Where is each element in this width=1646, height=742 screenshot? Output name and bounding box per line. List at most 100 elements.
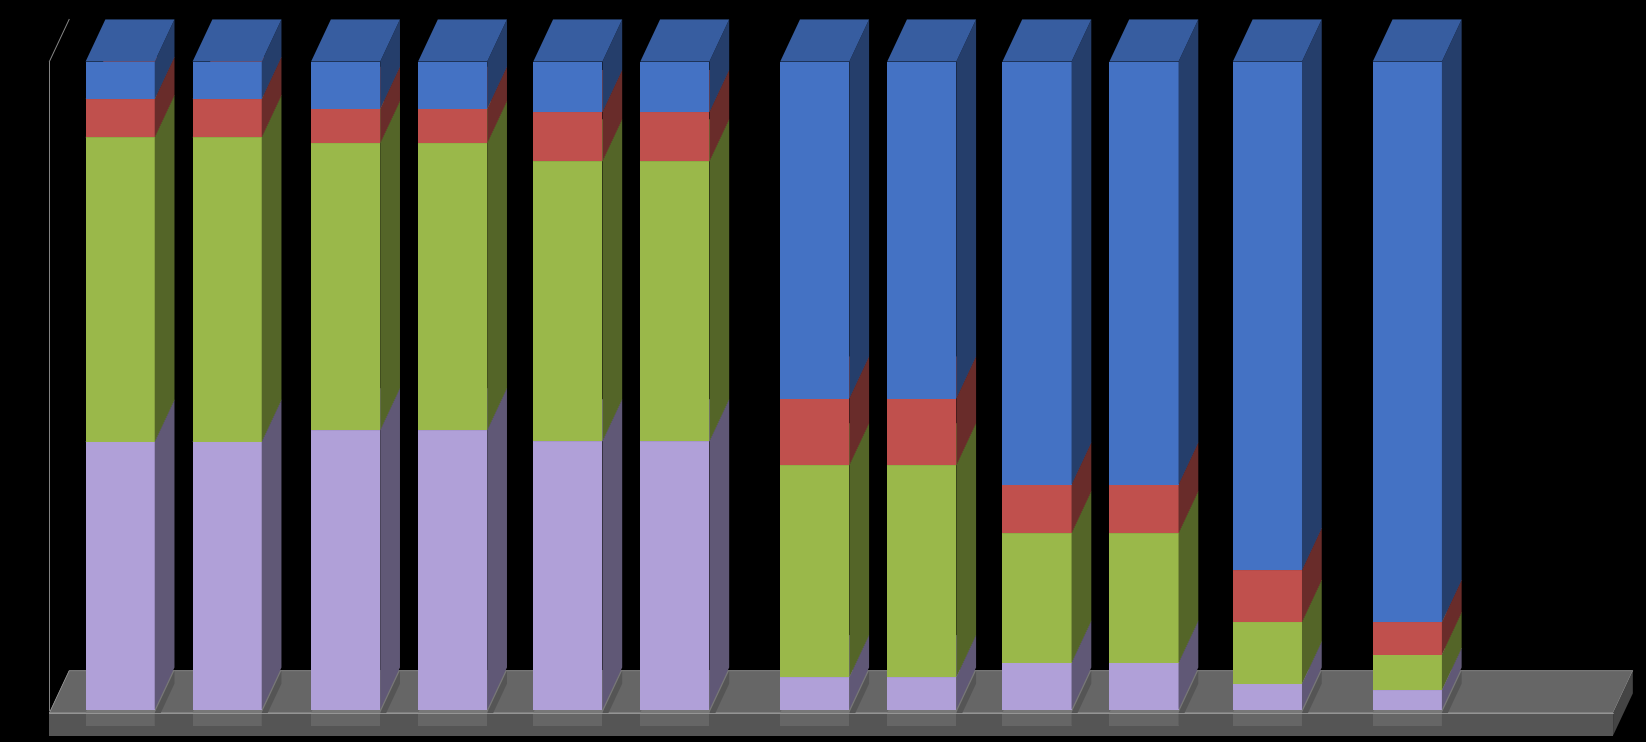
- Polygon shape: [1179, 443, 1198, 533]
- Polygon shape: [380, 388, 400, 709]
- Bar: [1373, 622, 1442, 654]
- Polygon shape: [1442, 671, 1462, 726]
- Polygon shape: [262, 95, 281, 442]
- Bar: [1373, 690, 1442, 709]
- Polygon shape: [1002, 671, 1091, 713]
- Bar: [311, 109, 380, 143]
- Polygon shape: [533, 70, 622, 112]
- Bar: [86, 442, 155, 709]
- Bar: [1002, 62, 1072, 485]
- Polygon shape: [533, 671, 622, 713]
- Polygon shape: [640, 70, 729, 112]
- Bar: [193, 99, 262, 137]
- Polygon shape: [887, 19, 976, 62]
- Polygon shape: [956, 423, 976, 677]
- Polygon shape: [780, 671, 869, 713]
- Polygon shape: [193, 671, 281, 713]
- Polygon shape: [602, 399, 622, 709]
- Polygon shape: [380, 67, 400, 143]
- Polygon shape: [1442, 580, 1462, 654]
- Polygon shape: [780, 423, 869, 465]
- Polygon shape: [1613, 671, 1633, 735]
- Bar: [418, 109, 487, 143]
- Polygon shape: [155, 671, 174, 726]
- Bar: [193, 713, 262, 726]
- Polygon shape: [1373, 671, 1462, 713]
- Polygon shape: [262, 57, 281, 137]
- Bar: [1233, 622, 1302, 683]
- Bar: [1233, 713, 1302, 726]
- Bar: [887, 398, 956, 465]
- Bar: [86, 713, 155, 726]
- Bar: [533, 713, 602, 726]
- Polygon shape: [956, 635, 976, 709]
- Polygon shape: [155, 400, 174, 709]
- Polygon shape: [193, 57, 281, 99]
- Bar: [780, 677, 849, 709]
- Polygon shape: [418, 19, 507, 62]
- Bar: [311, 430, 380, 709]
- Bar: [1002, 663, 1072, 709]
- Polygon shape: [1179, 621, 1198, 709]
- Polygon shape: [640, 671, 729, 713]
- Bar: [1109, 485, 1179, 533]
- Bar: [311, 62, 380, 109]
- Polygon shape: [956, 671, 976, 726]
- Bar: [887, 713, 956, 726]
- Polygon shape: [1072, 621, 1091, 709]
- Polygon shape: [487, 388, 507, 709]
- Polygon shape: [418, 67, 507, 109]
- Polygon shape: [311, 67, 400, 109]
- Polygon shape: [1373, 648, 1462, 690]
- Polygon shape: [1302, 19, 1322, 571]
- Bar: [49, 713, 1613, 735]
- Polygon shape: [1002, 621, 1091, 663]
- Polygon shape: [1179, 671, 1198, 726]
- Polygon shape: [849, 423, 869, 677]
- Bar: [193, 442, 262, 709]
- Polygon shape: [1002, 491, 1091, 533]
- Bar: [1002, 533, 1072, 663]
- Bar: [640, 62, 709, 112]
- Polygon shape: [487, 19, 507, 109]
- Polygon shape: [640, 119, 729, 161]
- Polygon shape: [155, 19, 174, 99]
- Polygon shape: [311, 19, 400, 62]
- Polygon shape: [311, 388, 400, 430]
- Polygon shape: [86, 19, 174, 62]
- Polygon shape: [533, 119, 622, 161]
- Polygon shape: [1373, 612, 1462, 654]
- Polygon shape: [1442, 612, 1462, 690]
- Polygon shape: [533, 399, 622, 441]
- Polygon shape: [1233, 671, 1322, 713]
- Polygon shape: [709, 399, 729, 709]
- Bar: [640, 441, 709, 709]
- Bar: [1373, 62, 1442, 622]
- Bar: [1109, 533, 1179, 663]
- Polygon shape: [418, 101, 507, 143]
- Polygon shape: [1233, 528, 1322, 571]
- Bar: [640, 161, 709, 441]
- Polygon shape: [887, 671, 976, 713]
- Polygon shape: [533, 19, 622, 62]
- Polygon shape: [380, 671, 400, 726]
- Polygon shape: [1072, 671, 1091, 726]
- Polygon shape: [1109, 19, 1198, 62]
- Bar: [1002, 713, 1072, 726]
- Polygon shape: [849, 356, 869, 465]
- Polygon shape: [780, 635, 869, 677]
- Bar: [1109, 663, 1179, 709]
- Polygon shape: [1302, 642, 1322, 709]
- Bar: [86, 137, 155, 442]
- Polygon shape: [602, 19, 622, 112]
- Polygon shape: [1072, 19, 1091, 485]
- Polygon shape: [262, 400, 281, 709]
- Bar: [1233, 62, 1302, 571]
- Bar: [1109, 62, 1179, 485]
- Polygon shape: [418, 388, 507, 430]
- Polygon shape: [887, 356, 976, 398]
- Polygon shape: [640, 399, 729, 441]
- Polygon shape: [1373, 19, 1462, 62]
- Bar: [1233, 683, 1302, 709]
- Polygon shape: [956, 356, 976, 465]
